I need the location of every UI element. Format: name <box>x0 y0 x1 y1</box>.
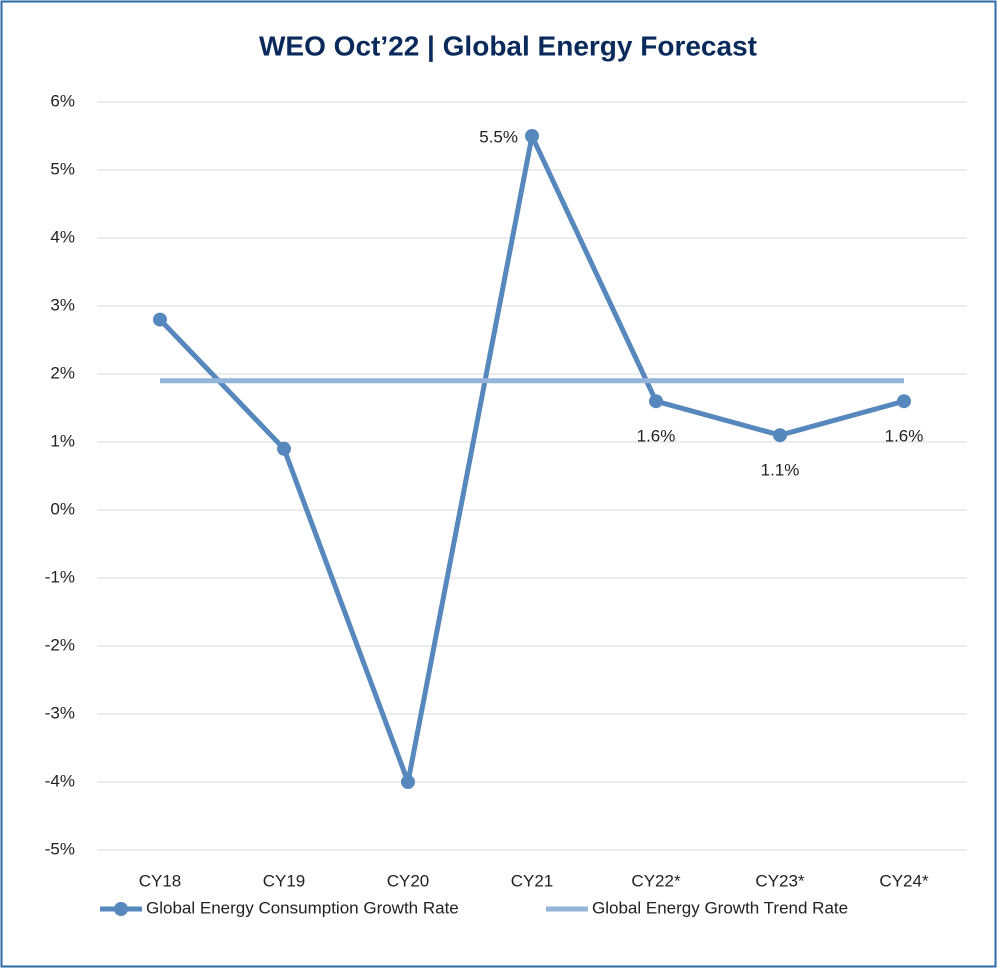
x-tick-label: CY21 <box>511 871 554 890</box>
x-tick-label: CY24* <box>879 871 929 890</box>
x-tick-label: CY22* <box>631 871 681 890</box>
data-label: 1.6% <box>885 427 924 446</box>
data-point <box>649 394 663 409</box>
y-tick-label: 0% <box>50 499 75 518</box>
legend-label: Global Energy Consumption Growth Rate <box>146 898 459 917</box>
data-point <box>277 441 291 456</box>
legend-label: Global Energy Growth Trend Rate <box>592 898 848 917</box>
x-tick-label: CY20 <box>387 871 430 890</box>
y-tick-label: 5% <box>50 159 75 178</box>
data-point <box>153 312 167 327</box>
y-tick-label: -5% <box>45 839 75 858</box>
y-tick-label: -1% <box>45 567 75 586</box>
data-point <box>525 129 539 143</box>
legend-marker <box>114 902 128 916</box>
y-tick-label: 2% <box>50 363 75 382</box>
y-tick-label: -2% <box>45 635 75 654</box>
y-tick-label: -4% <box>45 771 75 790</box>
data-point <box>401 775 415 789</box>
y-tick-label: 3% <box>50 295 75 314</box>
chart-title: WEO Oct’22 | Global Energy Forecast <box>259 30 757 61</box>
data-label: 5.5% <box>479 127 518 146</box>
data-point <box>773 428 787 443</box>
x-tick-label: CY18 <box>139 871 182 890</box>
y-tick-label: 6% <box>50 91 75 110</box>
data-point <box>897 394 911 409</box>
data-label: 1.1% <box>761 461 800 480</box>
x-tick-label: CY19 <box>263 871 306 890</box>
data-label: 1.6% <box>637 427 676 446</box>
y-tick-label: -3% <box>45 703 75 722</box>
y-tick-label: 4% <box>50 227 75 246</box>
y-tick-label: 1% <box>50 431 75 450</box>
x-tick-label: CY23* <box>755 871 805 890</box>
